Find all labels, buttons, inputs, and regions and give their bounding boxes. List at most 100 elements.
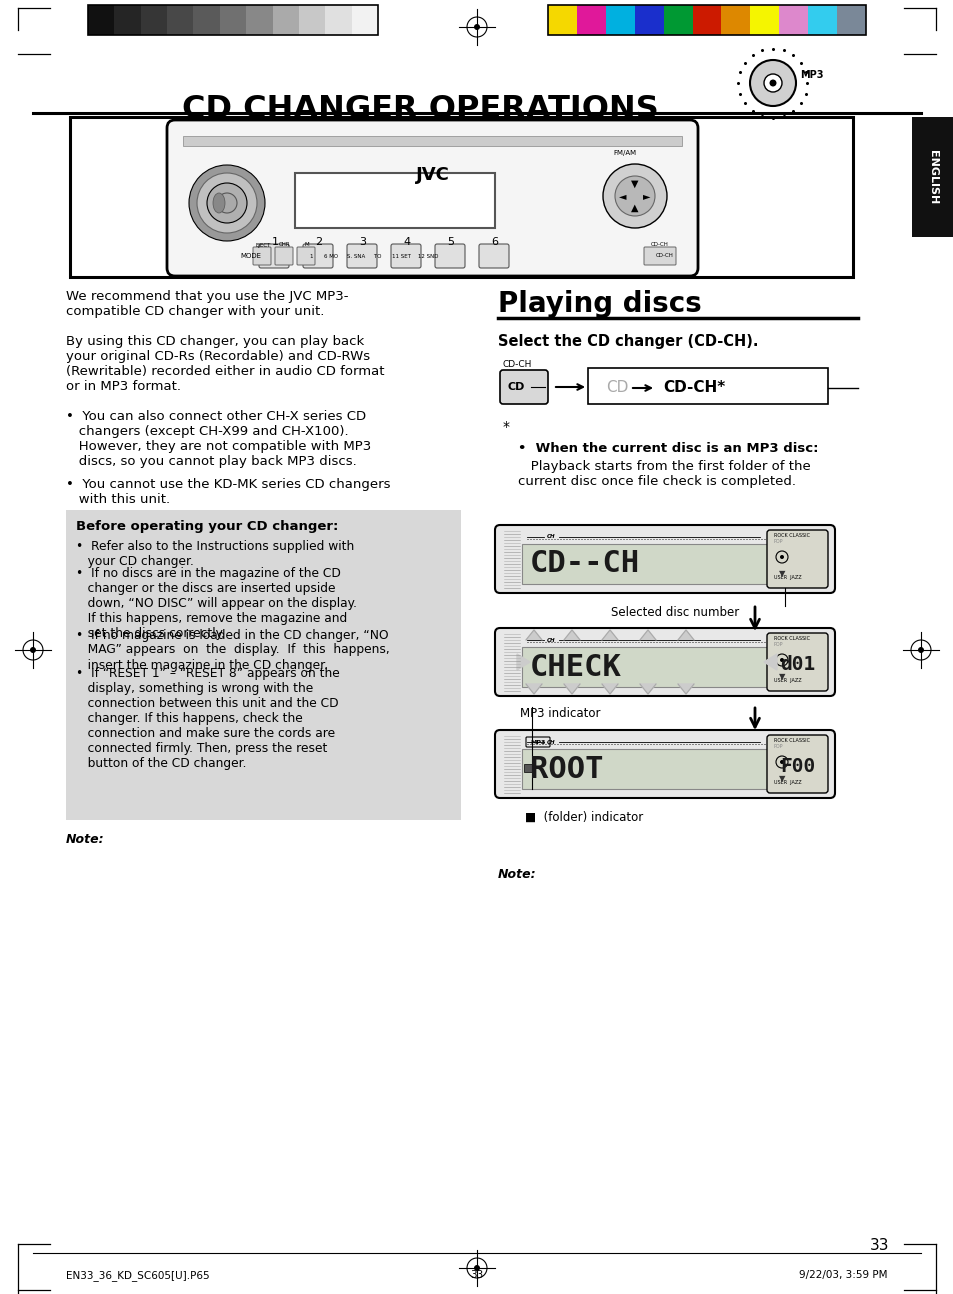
Bar (521, 543, 767, 584)
Bar (521, 635, 769, 644)
FancyBboxPatch shape (495, 525, 834, 593)
Text: 3: 3 (359, 237, 366, 247)
Bar (911, 116, 953, 237)
Bar (88, 5, 114, 35)
Circle shape (216, 193, 236, 214)
FancyBboxPatch shape (478, 245, 509, 268)
FancyBboxPatch shape (499, 370, 547, 404)
Polygon shape (601, 630, 618, 641)
FancyBboxPatch shape (495, 628, 834, 696)
Text: Note:: Note: (497, 868, 536, 881)
Text: ENGLISH: ENGLISH (927, 150, 937, 204)
Text: 1      6 MO     S. SNA     TO      11 SET    12 SND: 1 6 MO S. SNA TO 11 SET 12 SND (310, 254, 438, 259)
Text: USER  JAZZ: USER JAZZ (773, 780, 801, 785)
Text: •  You can also connect other CH-X series CD
   changers (except CH-X99 and CH-X: • You can also connect other CH-X series… (66, 410, 371, 468)
Bar (88, 5, 377, 35)
Text: •  Refer also to the Instructions supplied with
   your CD changer.: • Refer also to the Instructions supplie… (76, 540, 354, 568)
Circle shape (30, 647, 36, 653)
Text: •  If “RESET 1” – “RESET 8” appears on the
   display, something is wrong with t: • If “RESET 1” – “RESET 8” appears on th… (76, 666, 339, 770)
Polygon shape (678, 685, 693, 694)
Text: ◄: ◄ (618, 192, 626, 201)
Bar (836, 5, 865, 35)
FancyBboxPatch shape (643, 247, 676, 265)
Bar (167, 5, 193, 35)
Text: 9/22/03, 3:59 PM: 9/22/03, 3:59 PM (799, 1269, 887, 1280)
Text: CD: CD (605, 380, 628, 396)
Circle shape (780, 555, 783, 559)
Bar (521, 738, 769, 747)
FancyBboxPatch shape (274, 247, 293, 265)
Circle shape (602, 164, 666, 228)
Text: 2: 2 (315, 237, 322, 247)
Polygon shape (563, 630, 579, 641)
Circle shape (780, 760, 783, 763)
FancyBboxPatch shape (766, 735, 827, 793)
FancyBboxPatch shape (391, 245, 420, 268)
Text: CH: CH (546, 638, 555, 643)
Polygon shape (601, 685, 618, 694)
Text: EJECT: EJECT (255, 242, 271, 247)
Bar (663, 5, 692, 35)
Circle shape (780, 659, 783, 663)
Bar (634, 5, 663, 35)
Text: Note:: Note: (66, 833, 105, 846)
Text: USER  JAZZ: USER JAZZ (773, 678, 801, 683)
Text: ■  (folder) indicator: ■ (folder) indicator (524, 811, 642, 824)
Polygon shape (525, 630, 541, 641)
Text: 5: 5 (447, 237, 454, 247)
Text: •  If no magazine is loaded in the CD changer, “NO
   MAG” appears  on  the  dis: • If no magazine is loaded in the CD cha… (76, 629, 390, 672)
Bar (294, 173, 495, 228)
Text: JVC: JVC (416, 166, 449, 184)
Bar (70, 116, 852, 277)
Bar (298, 5, 325, 35)
FancyBboxPatch shape (766, 633, 827, 691)
Text: 33: 33 (868, 1238, 888, 1253)
Bar (807, 5, 836, 35)
Circle shape (474, 1266, 479, 1271)
Text: CD CHANGER OPERATIONS: CD CHANGER OPERATIONS (181, 94, 658, 126)
FancyBboxPatch shape (495, 730, 834, 798)
Text: ROCK CLASSIC: ROCK CLASSIC (773, 738, 809, 743)
FancyBboxPatch shape (253, 247, 271, 265)
Text: ▼: ▼ (778, 672, 784, 681)
Text: ▼: ▼ (778, 774, 784, 783)
Text: CH: CH (546, 534, 555, 540)
Text: EN33_36_KD_SC605[U].P65: EN33_36_KD_SC605[U].P65 (66, 1269, 210, 1281)
Polygon shape (763, 653, 776, 670)
Bar (273, 5, 298, 35)
Bar (183, 136, 681, 146)
Bar (547, 5, 865, 35)
Bar (66, 510, 460, 820)
Text: CHR: CHR (279, 242, 291, 247)
Polygon shape (517, 653, 530, 670)
Text: FM/AM: FM/AM (613, 150, 636, 157)
Text: CD-CH: CD-CH (656, 254, 673, 258)
Bar (587, 367, 827, 404)
Bar (720, 5, 750, 35)
Text: MP3: MP3 (530, 739, 545, 744)
Text: CHECK: CHECK (530, 652, 621, 682)
Text: POP: POP (773, 642, 782, 647)
Bar (219, 5, 246, 35)
Bar (577, 5, 605, 35)
Bar (193, 5, 219, 35)
Text: MP3 indicator: MP3 indicator (519, 707, 599, 719)
Text: ROOT: ROOT (530, 754, 603, 783)
Bar (605, 5, 634, 35)
Text: USER  JAZZ: USER JAZZ (773, 575, 801, 580)
Text: CD-CH: CD-CH (502, 360, 532, 369)
Text: *: * (502, 421, 510, 433)
Text: ▼: ▼ (778, 569, 784, 578)
Text: 6: 6 (491, 237, 498, 247)
Circle shape (189, 166, 265, 241)
FancyBboxPatch shape (766, 531, 827, 587)
Text: F00: F00 (780, 757, 815, 775)
Text: ▲: ▲ (631, 203, 639, 214)
Text: ROCK CLASSIC: ROCK CLASSIC (773, 533, 809, 538)
Bar (547, 5, 577, 35)
FancyBboxPatch shape (296, 247, 314, 265)
Circle shape (615, 176, 655, 216)
Text: •  If no discs are in the magazine of the CD
   changer or the discs are inserte: • If no discs are in the magazine of the… (76, 567, 356, 641)
Text: 1: 1 (272, 237, 278, 247)
Circle shape (769, 79, 776, 87)
